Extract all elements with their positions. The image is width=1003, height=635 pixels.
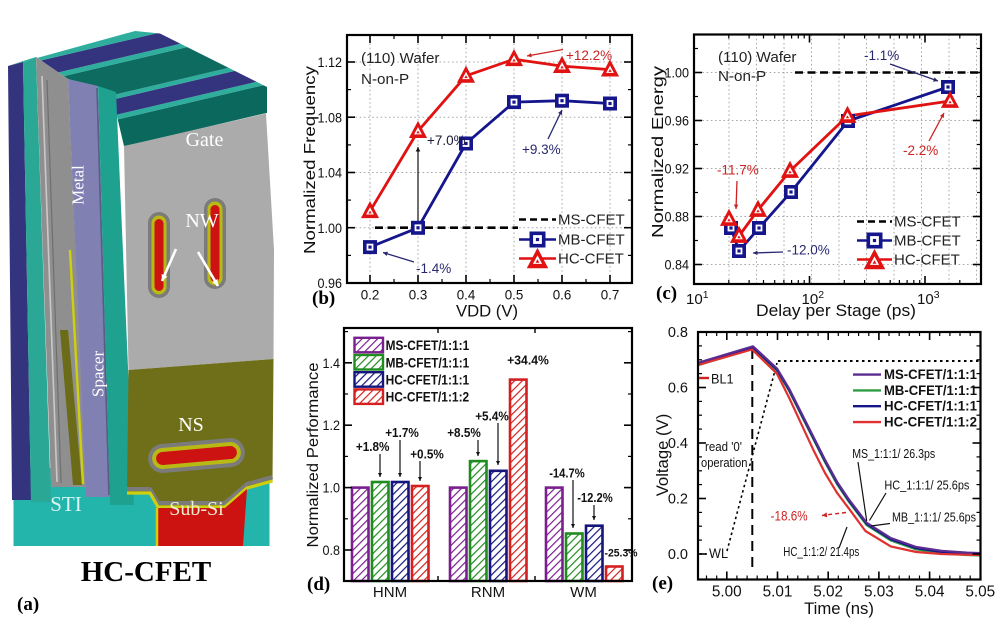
svg-text:WL: WL: [709, 546, 728, 561]
svg-text:NS: NS: [178, 414, 204, 436]
svg-text:Metal: Metal: [69, 165, 88, 205]
svg-text:+5.4%: +5.4%: [475, 409, 509, 424]
svg-text:1.00: 1.00: [665, 65, 690, 81]
svg-text:0.2: 0.2: [361, 287, 380, 303]
svg-text:1.08: 1.08: [318, 109, 343, 125]
svg-text:read '0': read '0': [705, 439, 742, 454]
svg-text:MB-CFET/1:1:1: MB-CFET/1:1:1: [884, 383, 977, 398]
svg-text:-25.3%: -25.3%: [605, 548, 638, 560]
svg-text:Normalized Energy: Normalized Energy: [650, 66, 667, 238]
svg-text:HC-CFET: HC-CFET: [81, 556, 212, 588]
svg-text:5.02: 5.02: [813, 584, 843, 601]
svg-text:NW: NW: [185, 210, 218, 232]
svg-text:+0.5%: +0.5%: [410, 447, 444, 462]
svg-text:5.00: 5.00: [712, 584, 742, 601]
svg-text:1.00: 1.00: [318, 220, 343, 236]
svg-text:1.12: 1.12: [318, 54, 343, 70]
svg-text:(d): (d): [307, 574, 330, 595]
svg-text:0.96: 0.96: [665, 113, 690, 129]
svg-text:HC-CFET/1:1:1: HC-CFET/1:1:1: [884, 399, 977, 414]
svg-text:HC_1:1:2/ 21.4ps: HC_1:1:2/ 21.4ps: [783, 545, 859, 559]
svg-text:+9.3%: +9.3%: [522, 142, 561, 157]
svg-text:MB_1:1:1/ 25.6ps: MB_1:1:1/ 25.6ps: [892, 511, 976, 525]
svg-text:0.8: 0.8: [668, 325, 688, 341]
svg-text:Spacer: Spacer: [89, 351, 108, 398]
svg-text:5.04: 5.04: [915, 584, 945, 601]
svg-text:MS_1:1:1/ 26.3ps: MS_1:1:1/ 26.3ps: [852, 447, 935, 461]
svg-text:0.4: 0.4: [668, 436, 688, 452]
svg-text:Delay per Stage (ps): Delay per Stage (ps): [756, 301, 916, 320]
svg-text:HC-CFET/1:1:2: HC-CFET/1:1:2: [884, 415, 977, 430]
svg-text:(b): (b): [312, 288, 335, 309]
svg-text:0.92: 0.92: [665, 161, 690, 177]
svg-text:0.88: 0.88: [665, 209, 690, 225]
svg-text:0.2: 0.2: [668, 492, 688, 508]
svg-text:-11.7%: -11.7%: [717, 163, 759, 178]
svg-text:-1.4%: -1.4%: [416, 261, 451, 276]
svg-text:+1.8%: +1.8%: [356, 439, 390, 454]
svg-text:0.4: 0.4: [457, 287, 476, 303]
svg-text:WM: WM: [570, 584, 597, 601]
svg-text:5.01: 5.01: [763, 584, 793, 601]
svg-text:0.96: 0.96: [318, 275, 343, 291]
svg-text:MS-CFET/1:1:1: MS-CFET/1:1:1: [884, 367, 977, 382]
svg-text:Normalized Performance: Normalized Performance: [305, 362, 322, 547]
svg-text:-14.7%: -14.7%: [549, 466, 585, 481]
svg-text:+12.2%: +12.2%: [566, 48, 612, 63]
svg-text:(e): (e): [652, 573, 673, 594]
svg-text:5.05: 5.05: [965, 584, 995, 601]
svg-text:MB-CFET: MB-CFET: [558, 232, 625, 249]
svg-text:+34.4%: +34.4%: [507, 353, 549, 368]
svg-text:-12.0%: -12.0%: [787, 243, 830, 258]
svg-text:STI: STI: [50, 492, 82, 516]
svg-text:+8.5%: +8.5%: [447, 425, 481, 440]
svg-text:VDD (V): VDD (V): [456, 302, 518, 321]
svg-text:0.6: 0.6: [553, 287, 572, 303]
svg-text:0.7: 0.7: [601, 287, 620, 303]
svg-text:HC-CFET/1:1:2: HC-CFET/1:1:2: [386, 389, 470, 405]
svg-text:RNM: RNM: [471, 584, 505, 601]
svg-text:(a): (a): [17, 594, 39, 615]
svg-text:0.84: 0.84: [665, 257, 690, 273]
svg-text:(c): (c): [656, 283, 677, 304]
svg-text:0.6: 0.6: [668, 381, 688, 397]
svg-text:(110) Wafer: (110) Wafer: [718, 49, 797, 66]
svg-text:Voltage (V): Voltage (V): [653, 414, 672, 497]
svg-text:+1.7%: +1.7%: [385, 425, 419, 440]
svg-text:MS-CFET/1:1:1: MS-CFET/1:1:1: [386, 337, 470, 353]
svg-text:-12.2%: -12.2%: [577, 490, 613, 505]
svg-text:1.4: 1.4: [323, 355, 341, 371]
svg-text:-18.6%: -18.6%: [771, 509, 808, 524]
svg-text:MS-CFET: MS-CFET: [894, 214, 961, 231]
svg-text:0.8: 0.8: [323, 542, 341, 558]
svg-text:HC-CFET/1:1:1: HC-CFET/1:1:1: [386, 372, 470, 388]
svg-text:HC-CFET: HC-CFET: [558, 251, 624, 268]
svg-text:1.0: 1.0: [323, 480, 341, 496]
svg-text:N-on-P: N-on-P: [361, 71, 409, 88]
svg-text:BL1: BL1: [711, 372, 734, 387]
svg-text:N-on-P: N-on-P: [718, 68, 766, 85]
svg-text:0.0: 0.0: [668, 547, 688, 563]
svg-text:HC_1:1:1/ 25.6ps: HC_1:1:1/ 25.6ps: [884, 479, 969, 493]
svg-text:-2.2%: -2.2%: [903, 143, 938, 158]
svg-text:HNM: HNM: [373, 584, 407, 601]
svg-text:-1.1%: -1.1%: [864, 48, 899, 63]
svg-text:HC-CFET: HC-CFET: [894, 252, 960, 269]
svg-text:1.2: 1.2: [323, 417, 341, 433]
svg-text:(110) Wafer: (110) Wafer: [361, 50, 440, 67]
svg-text:operation: operation: [701, 455, 748, 470]
svg-text:+7.0%: +7.0%: [427, 133, 466, 148]
svg-text:MS-CFET: MS-CFET: [558, 212, 625, 229]
svg-text:MB-CFET: MB-CFET: [894, 233, 961, 250]
svg-text:MB-CFET/1:1:1: MB-CFET/1:1:1: [386, 354, 470, 370]
svg-text:Time (ns): Time (ns): [804, 599, 874, 618]
svg-text:Gate: Gate: [186, 129, 224, 151]
svg-text:Sub-Si: Sub-Si: [169, 498, 224, 520]
svg-text:Normalized Frequency: Normalized Frequency: [302, 66, 319, 254]
svg-text:5.03: 5.03: [864, 584, 894, 601]
svg-text:0.3: 0.3: [409, 287, 428, 303]
svg-text:0.5: 0.5: [505, 287, 524, 303]
svg-text:1.04: 1.04: [318, 165, 343, 181]
